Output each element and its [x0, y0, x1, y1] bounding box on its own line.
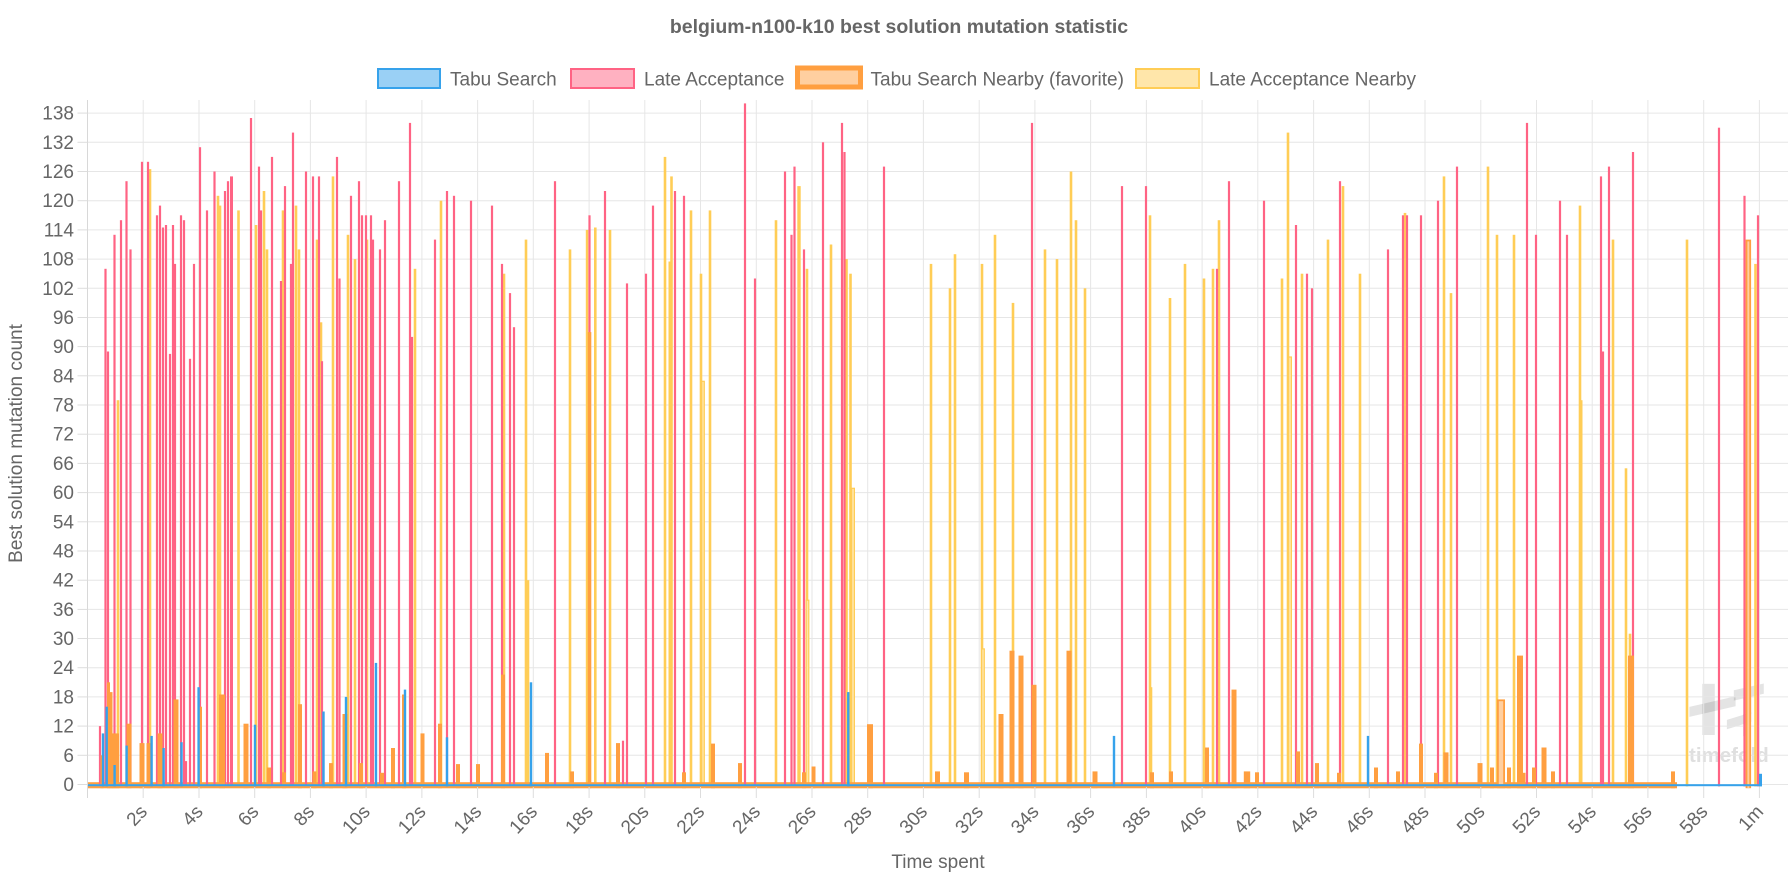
- svg-text:Late Acceptance: Late Acceptance: [644, 70, 785, 91]
- svg-text:0: 0: [63, 775, 74, 796]
- svg-text:Best solution mutation count: Best solution mutation count: [6, 323, 27, 562]
- svg-text:36: 36: [53, 600, 74, 621]
- svg-text:66: 66: [53, 454, 74, 475]
- svg-text:48: 48: [53, 542, 74, 563]
- svg-text:belgium-n100-k10 best solution: belgium-n100-k10 best solution mutation …: [670, 16, 1128, 38]
- svg-text:Tabu Search: Tabu Search: [450, 70, 557, 91]
- svg-text:18: 18: [53, 687, 74, 708]
- svg-text:90: 90: [53, 337, 74, 358]
- svg-text:108: 108: [42, 250, 74, 271]
- svg-text:84: 84: [53, 366, 75, 387]
- svg-text:114: 114: [44, 220, 75, 241]
- svg-text:6: 6: [63, 746, 74, 767]
- svg-text:96: 96: [53, 308, 74, 329]
- svg-text:60: 60: [53, 483, 74, 504]
- svg-text:138: 138: [42, 104, 74, 125]
- svg-text:78: 78: [53, 396, 74, 417]
- svg-text:Time spent: Time spent: [891, 852, 985, 873]
- svg-text:54: 54: [53, 512, 75, 533]
- svg-text:30: 30: [53, 629, 74, 650]
- svg-text:12: 12: [53, 717, 74, 738]
- svg-text:132: 132: [42, 133, 74, 154]
- svg-text:126: 126: [42, 162, 74, 183]
- svg-text:42: 42: [53, 571, 74, 592]
- svg-text:Late Acceptance Nearby: Late Acceptance Nearby: [1209, 70, 1417, 91]
- svg-text:102: 102: [42, 279, 74, 300]
- svg-text:24: 24: [53, 658, 75, 679]
- svg-text:120: 120: [42, 191, 74, 212]
- svg-text:72: 72: [53, 425, 74, 446]
- svg-text:Tabu Search Nearby (favorite): Tabu Search Nearby (favorite): [871, 70, 1124, 91]
